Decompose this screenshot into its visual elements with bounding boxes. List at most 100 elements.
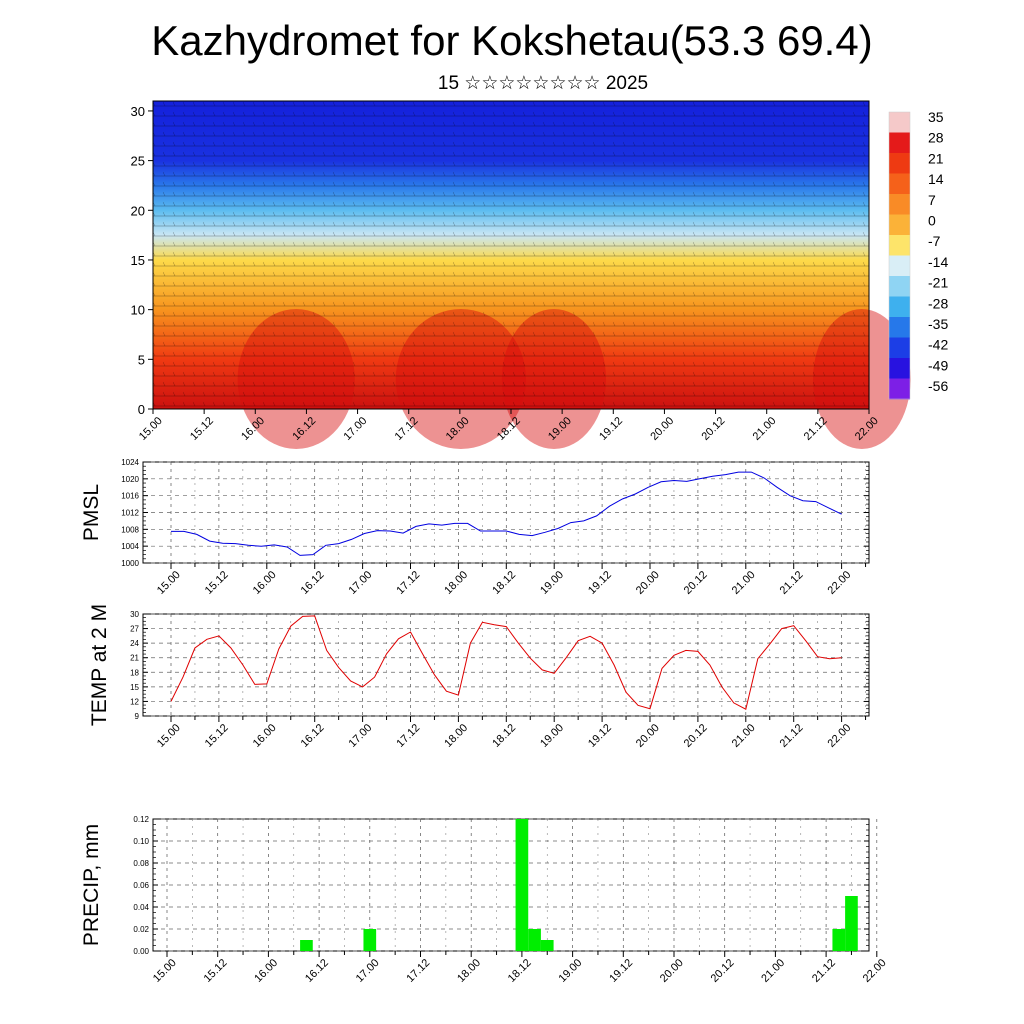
chart-subtitle: 15 ☆☆☆☆☆☆☆☆ 2025 [437, 73, 649, 94]
x-tick-label: 19.12 [607, 957, 635, 985]
x-tick-label: 17.00 [347, 569, 375, 597]
x-tick-label: 17.12 [394, 569, 422, 597]
colorbar-label: 0 [928, 213, 936, 229]
y-tick-label: 0.02 [133, 925, 149, 934]
colorbar-swatch [889, 235, 910, 256]
x-tick-label: 20.12 [709, 957, 737, 985]
y-tick-label: 18 [130, 668, 139, 677]
y-tick-label: 1024 [121, 458, 139, 467]
colorbar-label: -21 [928, 275, 948, 291]
y-tick-label: 30 [130, 610, 139, 619]
x-tick-label: 19.00 [557, 957, 585, 985]
colorbar-label: -14 [928, 254, 948, 270]
colorbar-frame [888, 111, 911, 400]
x-tick-label: 19.00 [538, 569, 566, 597]
colorbar-swatch [889, 214, 910, 236]
x-tick-label: 21.00 [730, 569, 758, 597]
y-tick-label: 12 [130, 697, 139, 706]
y-tick-label: 0.12 [133, 815, 149, 824]
colorbar-label: 14 [928, 171, 944, 187]
x-tick-label: 15.00 [155, 569, 183, 597]
x-tick-label: 16.00 [251, 722, 279, 750]
x-tick-label: 15.00 [151, 957, 179, 985]
colorbar-label: 28 [928, 130, 944, 146]
x-tick-label: 18.00 [455, 957, 483, 985]
y-axis-label: PMSL [80, 484, 103, 541]
x-tick-label: 20.12 [699, 415, 727, 443]
precip-bar [832, 929, 846, 951]
x-tick-label: 17.12 [404, 957, 432, 985]
precip-bar [363, 929, 377, 951]
precip-panel: 0.00 0.02 0.04 0.06 0.08 0.10 0.12 15.00 15.12 16… [80, 815, 889, 985]
x-tick-label: 19.00 [538, 722, 566, 750]
y-tick-label: 0.00 [133, 947, 149, 956]
precip-bar [515, 819, 529, 951]
colorbar-swatch [889, 255, 910, 277]
x-tick-label: 20.00 [634, 722, 662, 750]
x-tick-label: 21.12 [810, 957, 838, 985]
y-axis-label: PRECIP, mm [80, 824, 103, 946]
x-tick-label: 18.12 [506, 957, 534, 985]
colorbar-swatch [889, 132, 910, 154]
x-tick-label: 18.12 [490, 722, 518, 750]
x-tick-label: 21.00 [730, 722, 758, 750]
x-tick-label: 20.00 [648, 415, 676, 443]
colorbar-swatch [889, 112, 910, 133]
x-tick-label: 16.12 [299, 722, 327, 750]
colorbar-swatch [889, 358, 910, 379]
y-tick-label: 10 [131, 303, 145, 318]
colorbar-swatch [889, 378, 910, 400]
x-tick-label: 15.00 [137, 415, 165, 443]
x-tick-label: 16.12 [303, 957, 331, 985]
y-tick-label: 0.04 [133, 903, 149, 912]
x-tick-label: 18.12 [490, 569, 518, 597]
y-tick-label: 20 [131, 203, 145, 218]
x-tick-label: 16.00 [251, 569, 279, 597]
x-tick-label: 15.12 [203, 722, 231, 750]
colorbar-label: -42 [928, 337, 948, 353]
x-tick-label: 15.12 [188, 415, 216, 443]
y-tick-label: 21 [130, 654, 139, 663]
x-tick-label: 21.00 [751, 415, 779, 443]
colorbar-label: -7 [928, 233, 941, 249]
y-tick-label: 30 [131, 104, 145, 119]
colorbar-label: -56 [928, 378, 948, 394]
colorbar-label: -28 [928, 295, 948, 311]
x-tick-label: 21.00 [759, 957, 787, 985]
x-tick-label: 21.12 [778, 722, 806, 750]
x-tick-label: 15.00 [155, 722, 183, 750]
colorbar-swatch [889, 173, 910, 195]
x-tick-label: 16.00 [252, 957, 280, 985]
x-tick-label: 15.12 [202, 957, 230, 985]
precip-bar [540, 940, 554, 951]
x-tick-label: 20.00 [658, 957, 686, 985]
chart-title: Kazhydromet for Kokshetau(53.3 69.4) [151, 17, 873, 64]
colorbar-label: 21 [928, 150, 944, 166]
precip-bar [845, 896, 858, 951]
x-tick-label: 18.00 [442, 569, 470, 597]
y-tick-label: 0.06 [133, 881, 149, 890]
y-tick-label: 0 [138, 402, 145, 417]
x-tick-label: 22.00 [861, 957, 889, 985]
series-line [170, 615, 842, 710]
y-axis-label: TEMP at 2 M [88, 604, 111, 726]
colorbar-swatch [889, 296, 910, 318]
x-tick-label: 15.12 [203, 569, 231, 597]
colorbar-swatch [889, 194, 910, 215]
precip-bar [300, 940, 313, 951]
x-tick-label: 16.12 [299, 569, 327, 597]
y-tick-label: 1000 [121, 559, 139, 568]
y-tick-label: 1020 [121, 475, 139, 484]
colorbar: 35 28 21 14 7 0 -7 -14 -21 -28 -35 -42 -49 -56 [888, 109, 948, 400]
x-tick-label: 17.00 [347, 722, 375, 750]
y-tick-label: 1008 [121, 525, 139, 534]
x-tick-label: 20.12 [682, 569, 710, 597]
x-tick-label: 18.00 [442, 722, 470, 750]
x-tick-label: 19.12 [586, 722, 614, 750]
wind-barbs [153, 101, 869, 409]
y-tick-label: 25 [131, 154, 145, 169]
y-tick-label: 15 [131, 253, 145, 268]
temp-panel: 9 12 15 18 21 24 27 30 15.00 15.12 16.00 16.12 17.00… [88, 604, 870, 750]
